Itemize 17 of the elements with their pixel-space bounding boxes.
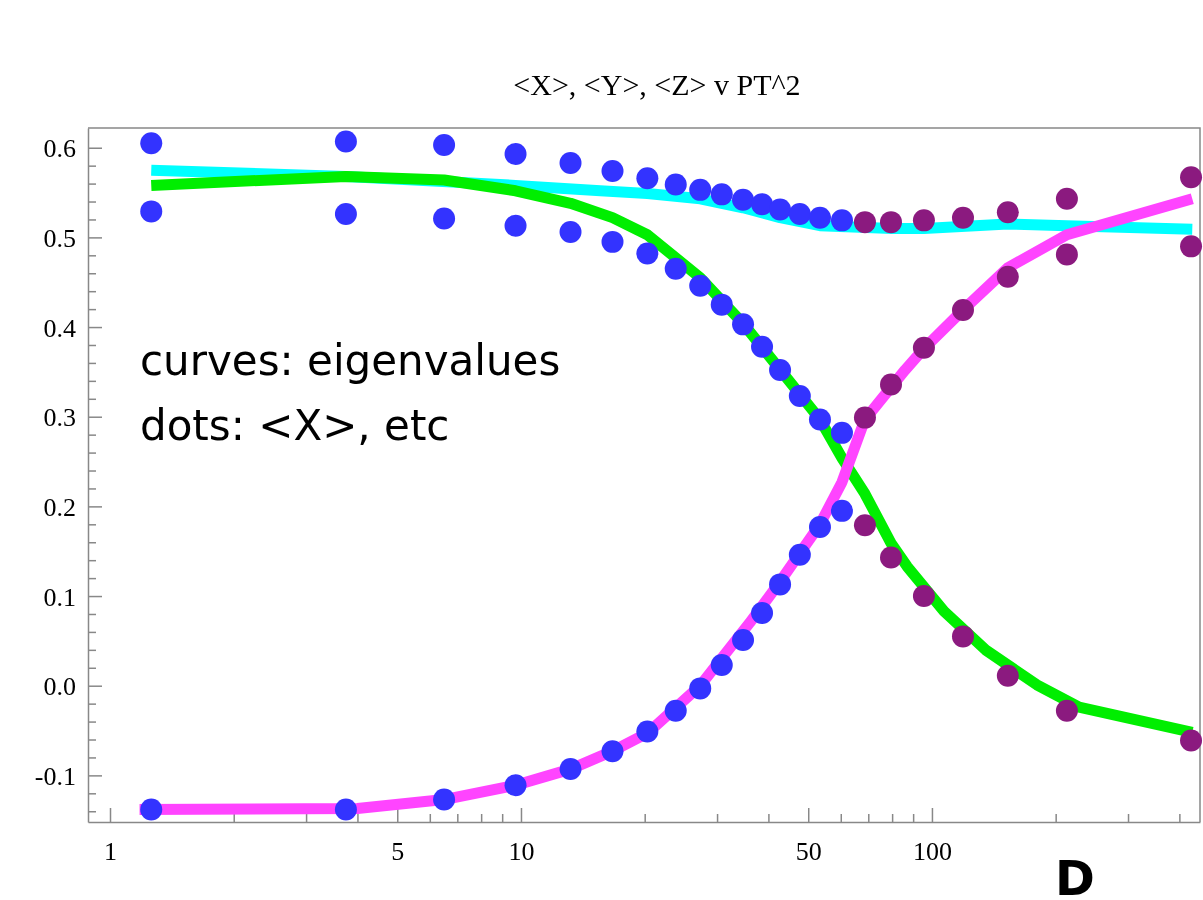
y-tick-label: 0.2 [43,492,76,522]
y-tick-label: 0.4 [43,313,76,343]
x-tick-label: 100 [912,837,952,867]
text: D [1055,850,1095,900]
annotation: dots: <X>, etc [140,401,450,450]
y-tick-label: 0.0 [43,672,76,702]
annotation: curves: eigenvalues [140,336,561,385]
x-tick-label: 1 [104,837,118,867]
x-tick-label: 10 [508,837,535,867]
y-tick-label: -0.1 [34,761,76,791]
y-tick-label: 0.6 [43,134,76,164]
y-tick-label: 0.3 [43,403,76,433]
chart-title: <X>, <Y>, <Z> v PT^2 [513,68,801,101]
x-tick-label: 50 [795,837,822,867]
y-tick-label: 0.1 [43,582,76,612]
y-tick-label: 0.5 [43,223,76,253]
x-tick-label: 5 [391,837,405,867]
